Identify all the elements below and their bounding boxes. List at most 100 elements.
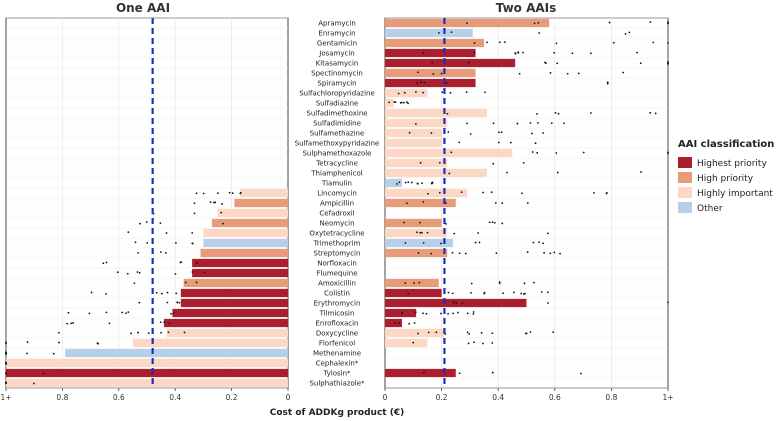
point-two-aais bbox=[404, 181, 407, 184]
point-two-aais bbox=[440, 242, 442, 245]
point-one-aai bbox=[166, 301, 169, 304]
point-two-aais bbox=[464, 252, 467, 255]
point-two-aais bbox=[498, 282, 501, 285]
point-two-aais bbox=[530, 132, 533, 135]
point-two-aais bbox=[445, 82, 448, 84]
point-two-aais bbox=[423, 81, 426, 84]
category-label: Lincomycin bbox=[317, 190, 357, 198]
point-two-aais bbox=[532, 281, 535, 284]
point-two-aais bbox=[606, 82, 609, 85]
bar-one-aai-28 bbox=[180, 298, 288, 308]
point-two-aais bbox=[543, 251, 545, 254]
point-two-aais bbox=[498, 41, 501, 44]
point-one-aai bbox=[179, 261, 182, 264]
category-label: Josamycin bbox=[318, 50, 354, 58]
point-two-aais bbox=[622, 71, 625, 74]
legend: Highest priority High priority Highly impo… bbox=[678, 157, 773, 214]
bar-two-aais-17 bbox=[385, 188, 468, 198]
point-one-aai bbox=[137, 251, 139, 254]
point-one-aai bbox=[105, 261, 108, 264]
point-two-aais bbox=[393, 101, 396, 103]
category-label: Sulfamethoxypyridazine bbox=[295, 140, 380, 148]
point-two-aais bbox=[501, 202, 504, 205]
point-two-aais bbox=[421, 182, 423, 185]
category-label: Sulfadimethoxine bbox=[306, 110, 367, 118]
point-two-aais bbox=[500, 131, 503, 134]
point-one-aai bbox=[191, 232, 194, 234]
bar-one-aai-22 bbox=[203, 238, 288, 248]
point-one-aai bbox=[116, 271, 119, 274]
point-one-aai bbox=[127, 311, 130, 314]
point-two-aais bbox=[517, 51, 520, 54]
point-two-aais bbox=[553, 51, 556, 54]
point-two-aais bbox=[450, 151, 453, 154]
point-one-aai bbox=[203, 271, 206, 274]
category-label: Sulfadiazine bbox=[316, 100, 359, 108]
bar-one-aai-21 bbox=[203, 228, 288, 238]
point-two-aais bbox=[554, 111, 557, 114]
category-label: Doxycycline bbox=[316, 330, 358, 338]
point-one-aai bbox=[66, 322, 69, 325]
point-one-aai bbox=[175, 242, 177, 244]
panel-title-one-aai: One AAI bbox=[116, 1, 170, 15]
point-two-aais bbox=[467, 61, 470, 64]
point-one-aai bbox=[213, 201, 215, 204]
point-one-aai bbox=[209, 201, 212, 204]
point-two-aais bbox=[432, 73, 435, 75]
point-two-aais bbox=[628, 31, 631, 34]
point-two-aais bbox=[440, 312, 442, 315]
point-two-aais bbox=[416, 182, 419, 185]
point-one-aai bbox=[5, 381, 7, 384]
category-label: Enramycin bbox=[318, 30, 355, 38]
point-two-aais bbox=[465, 91, 468, 94]
point-two-aais bbox=[534, 142, 537, 145]
point-two-aais bbox=[538, 241, 540, 244]
point-two-aais bbox=[430, 132, 433, 134]
point-two-aais bbox=[503, 41, 506, 44]
point-two-aais bbox=[466, 22, 468, 24]
category-label: Cephalexin* bbox=[316, 360, 359, 368]
bar-two-aais-29 bbox=[385, 308, 417, 318]
point-two-aais bbox=[571, 52, 574, 55]
point-two-aais bbox=[520, 292, 523, 295]
bar-two-aais-2 bbox=[385, 38, 485, 48]
point-one-aai bbox=[70, 322, 72, 325]
point-two-aais bbox=[509, 141, 512, 144]
point-one-aai bbox=[168, 322, 171, 325]
point-two-aais bbox=[458, 372, 461, 375]
point-two-aais bbox=[555, 42, 558, 45]
point-one-aai bbox=[126, 272, 129, 275]
point-two-aais bbox=[446, 112, 449, 115]
point-two-aais bbox=[472, 313, 475, 315]
point-one-aai bbox=[231, 192, 234, 195]
point-two-aais bbox=[486, 41, 488, 44]
x-tick-label: 0.6 bbox=[113, 393, 125, 402]
point-two-aais bbox=[408, 322, 410, 325]
point-one-aai bbox=[130, 332, 132, 335]
point-two-aais bbox=[537, 121, 539, 124]
point-two-aais bbox=[407, 102, 409, 105]
point-one-aai bbox=[136, 271, 139, 273]
point-one-aai bbox=[191, 242, 194, 245]
bar-two-aais-10 bbox=[385, 118, 448, 128]
point-two-aais bbox=[413, 322, 416, 324]
category-label: Methenamine bbox=[313, 350, 361, 358]
point-two-aais bbox=[425, 312, 428, 315]
point-two-aais bbox=[455, 302, 458, 305]
point-two-aais bbox=[649, 111, 652, 114]
bar-two-aais-18 bbox=[385, 198, 456, 208]
bar-two-aais-4 bbox=[385, 58, 516, 68]
point-two-aais bbox=[452, 301, 455, 304]
legend-label-3: Other bbox=[697, 204, 723, 214]
point-two-aais bbox=[537, 21, 540, 24]
point-one-aai bbox=[138, 301, 141, 304]
point-one-aai bbox=[139, 222, 141, 225]
point-two-aais bbox=[401, 311, 404, 314]
point-two-aais bbox=[667, 152, 669, 155]
point-two-aais bbox=[451, 251, 454, 254]
point-two-aais bbox=[447, 131, 450, 133]
point-one-aai bbox=[52, 352, 55, 355]
point-one-aai bbox=[57, 331, 60, 334]
legend-label-0: Highest priority bbox=[697, 159, 767, 169]
point-two-aais bbox=[415, 91, 417, 93]
